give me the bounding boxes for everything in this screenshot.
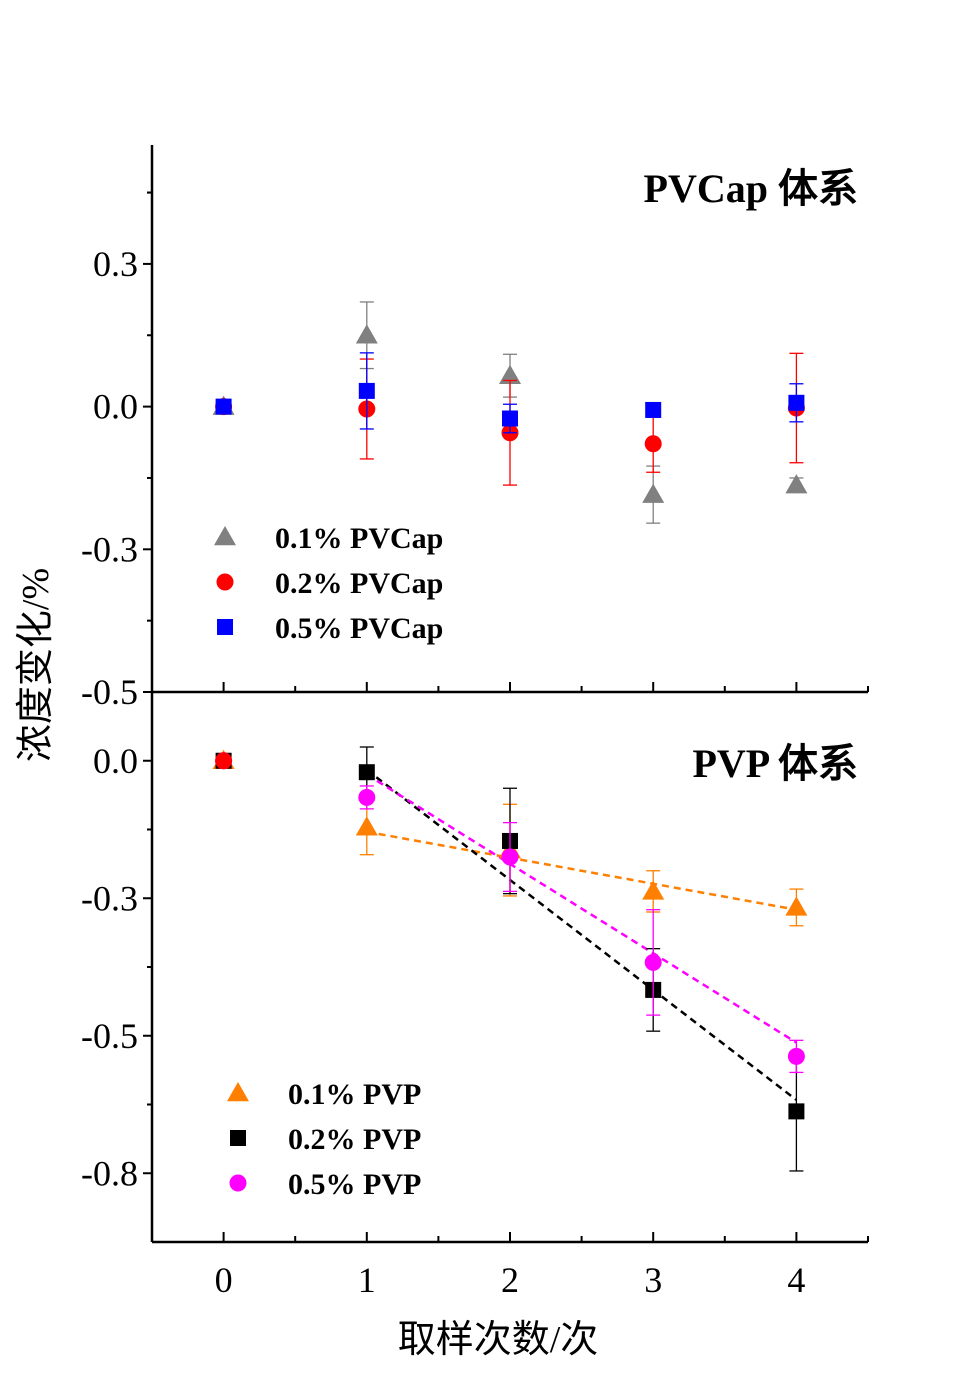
data-point <box>642 880 665 900</box>
data-point <box>215 752 233 770</box>
data-point <box>645 401 662 418</box>
legend-label: 0.1% PVCap <box>275 522 443 555</box>
fit-line <box>366 773 798 1044</box>
legend: 0.1% PVP 0.2% PVP 0.5% PVP <box>227 1078 421 1201</box>
legend-marker <box>217 619 233 635</box>
data-point <box>788 1103 805 1120</box>
x-tick-label: 1 <box>358 1260 376 1300</box>
data-point <box>788 394 805 411</box>
data-point <box>644 953 662 971</box>
y-tick-label: -0.5 <box>81 1016 138 1056</box>
x-axis-title: 取样次数/次 <box>398 1319 599 1361</box>
data-point <box>215 398 232 415</box>
data-point <box>355 324 378 344</box>
x-tick-label: 3 <box>644 1260 662 1300</box>
data-point <box>501 848 519 866</box>
panel-title: PVCap 体系 <box>644 166 858 211</box>
panel-2: 0.0 -0.3 -0.5 -0.8 0 1 2 3 4 PVP 体系 0.1% PVP 0.2% P… <box>81 692 869 1300</box>
y-tick-label: -0.8 <box>81 1153 138 1193</box>
y-axis-title: 浓度变化/% <box>15 568 57 762</box>
legend-marker <box>230 1130 246 1146</box>
legend-label: 0.1% PVP <box>288 1078 421 1111</box>
data-point <box>358 382 375 399</box>
data-point <box>499 364 521 384</box>
x-tick-label: 4 <box>787 1260 805 1300</box>
legend-label: 0.2% PVP <box>288 1123 421 1156</box>
data-point <box>358 764 375 781</box>
y-tick-label: -0.3 <box>81 878 138 918</box>
panel-1: 0.3 0.0 -0.3 -0.5 PVCap 体系 0.1% PVCap 0.2% PVC… <box>81 145 869 712</box>
panel-title: PVP 体系 <box>692 741 858 786</box>
y-tick-label: 0.0 <box>93 741 138 781</box>
series-group <box>215 352 805 434</box>
data-point <box>355 816 378 836</box>
data-point <box>787 1047 805 1065</box>
legend-marker <box>227 1082 249 1102</box>
legend-label: 0.5% PVP <box>288 1168 421 1201</box>
data-point <box>785 896 808 916</box>
data-point <box>785 474 808 494</box>
legend-marker <box>229 1174 247 1192</box>
legend: 0.1% PVCap 0.2% PVCap 0.5% PVCap <box>214 522 443 645</box>
legend-label: 0.2% PVCap <box>275 567 443 600</box>
data-point <box>644 435 662 453</box>
fit-line <box>366 768 798 1101</box>
legend-marker <box>216 573 234 591</box>
x-tick-label: 0 <box>215 1260 233 1300</box>
fit-line <box>366 830 797 911</box>
y-tick-label: 0.0 <box>93 387 138 427</box>
data-point <box>502 410 518 427</box>
data-point <box>358 788 376 806</box>
legend-label: 0.5% PVCap <box>275 612 443 645</box>
y-tick-label: -0.3 <box>81 529 138 569</box>
x-tick-label: 2 <box>501 1260 519 1300</box>
legend-marker <box>214 526 236 546</box>
data-point <box>642 483 665 503</box>
y-tick-label: -0.5 <box>81 672 138 712</box>
y-tick-label: 0.3 <box>93 244 138 284</box>
